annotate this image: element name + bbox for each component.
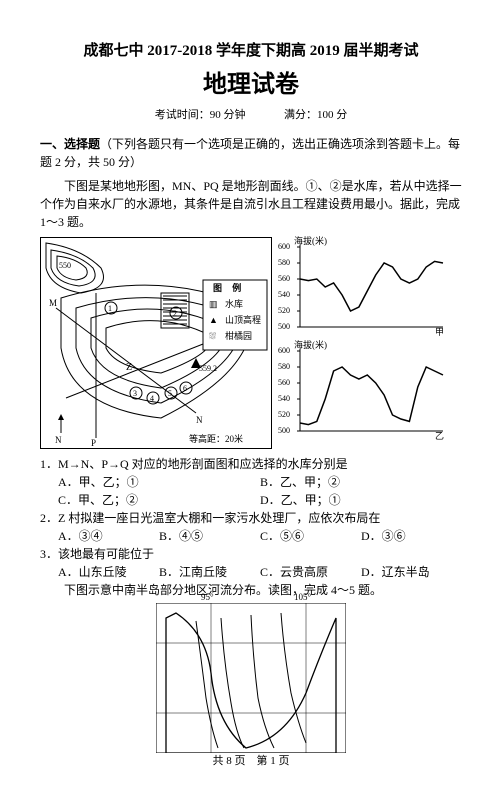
legend-reservoir-icon: ▥ <box>209 298 218 312</box>
q3-followup: 下图示意中南半岛部分地区河流分布。读图，完成 4～5 题。 <box>40 581 462 599</box>
page-footer: 共 8 页 第 1 页 <box>40 753 462 770</box>
svg-text:6: 6 <box>183 384 187 393</box>
q1-stem: 1．M→N、P→Q 对应的地形剖面图和应选择的水库分别是 <box>40 455 462 473</box>
legend-reservoir: 水库 <box>225 298 243 312</box>
intro-text: 下图是某地地形图，MN、PQ 是地形剖面线。①、②是水库，若从中选择一个作为自来… <box>40 177 462 231</box>
svg-text:4: 4 <box>150 394 154 403</box>
q3-B: B．江南丘陵 <box>159 563 260 581</box>
q2-B: B．④⑤ <box>159 527 260 545</box>
full-score: 满分：100 分 <box>284 109 347 121</box>
ytick: 540 <box>278 289 290 301</box>
lon-95: 95° <box>201 591 214 605</box>
ytick: 580 <box>278 361 290 373</box>
chart1-caption: 甲 <box>435 326 444 340</box>
ytick: 540 <box>278 393 290 405</box>
ytick: 500 <box>278 425 290 437</box>
q3-A: A．山东丘陵 <box>58 563 159 581</box>
svg-text:P: P <box>91 438 96 448</box>
section1-bold: 一、选择题 <box>40 137 100 151</box>
contour-note: 等高距：20米 <box>189 433 243 447</box>
ytick: 600 <box>278 345 290 357</box>
peninsula-map <box>156 603 346 753</box>
exam-info: 考试时间：90 分钟 满分：100 分 <box>40 107 462 124</box>
q2-C: C．⑤⑥ <box>260 527 361 545</box>
profile-chart-2: 海拔(米) 500 520 540 560 580 600 乙 <box>278 341 448 441</box>
q3-stem: 3．该地最有可能位于 <box>40 545 462 563</box>
chart2-caption: 乙 <box>435 430 444 444</box>
svg-text:M: M <box>49 298 57 308</box>
svg-text:Z: Z <box>126 362 132 373</box>
q2-D: D．③⑥ <box>361 527 462 545</box>
q3-options: A．山东丘陵 B．江南丘陵 C．云贵高原 D．辽东半岛 <box>58 563 462 581</box>
exam-time: 考试时间：90 分钟 <box>155 109 246 121</box>
legend-orchard-icon: ⛆ <box>209 330 216 344</box>
q3-D: D．辽东半岛 <box>361 563 462 581</box>
legend-peak-icon: ▲ <box>209 314 218 328</box>
q1-B: B．乙、甲；② <box>260 473 462 491</box>
lon-105: 105° <box>294 591 311 605</box>
q2-stem: 2．Z 村拟建一座日光温室大棚和一家污水处理厂，应依次布局在 <box>40 509 462 527</box>
ytick: 560 <box>278 377 290 389</box>
topographic-map: 550 M N P Q 1 2 3 <box>40 237 272 449</box>
q2-A: A．③④ <box>58 527 159 545</box>
ytick: 560 <box>278 273 290 285</box>
q1-D: D．乙、甲；① <box>260 491 462 509</box>
ytick: 580 <box>278 257 290 269</box>
title-line2: 地理试卷 <box>40 67 462 103</box>
svg-text:3: 3 <box>133 389 137 398</box>
legend-orchard: 柑橘园 <box>225 330 252 344</box>
q1-C: C．甲、乙；② <box>58 491 260 509</box>
q1-options: A．甲、乙；① B．乙、甲；② C．甲、乙；② D．乙、甲；① <box>58 473 462 509</box>
profile-charts: 海拔(米) 500 520 540 560 580 600 甲 海拔(米) <box>278 237 462 449</box>
svg-text:2: 2 <box>173 309 177 318</box>
svg-text:550: 550 <box>59 261 71 270</box>
svg-text:1: 1 <box>108 304 112 313</box>
q2-options: A．③④ B．④⑤ C．⑤⑥ D．③⑥ <box>58 527 462 545</box>
ytick: 520 <box>278 409 290 421</box>
chart-ylabel-2: 海拔(米) <box>294 339 327 353</box>
svg-text:N: N <box>55 435 62 445</box>
chart-ylabel-1: 海拔(米) <box>294 235 327 249</box>
svg-text:5: 5 <box>168 389 172 398</box>
legend-title: 图 例 <box>213 282 245 296</box>
ytick: 500 <box>278 321 290 333</box>
profile-chart-1: 海拔(米) 500 520 540 560 580 600 甲 <box>278 237 448 337</box>
legend-peak: 山顶高程 <box>225 314 261 328</box>
svg-text:N: N <box>196 415 203 425</box>
figure-row: 550 M N P Q 1 2 3 <box>40 237 462 449</box>
ytick: 520 <box>278 305 290 317</box>
ytick: 600 <box>278 241 290 253</box>
section1-rest: （下列各题只有一个选项是正确的，选出正确选项涂到答题卡上。每题 2 分，共 50… <box>40 137 460 169</box>
q3-C: C．云贵高原 <box>260 563 361 581</box>
svg-text:559.2: 559.2 <box>199 364 217 373</box>
title-line1: 成都七中 2017-2018 学年度下期高 2019 届半期考试 <box>40 40 462 63</box>
section1-heading: 一、选择题（下列各题只有一个选项是正确的，选出正确选项涂到答题卡上。每题 2 分… <box>40 135 462 171</box>
q1-A: A．甲、乙；① <box>58 473 260 491</box>
